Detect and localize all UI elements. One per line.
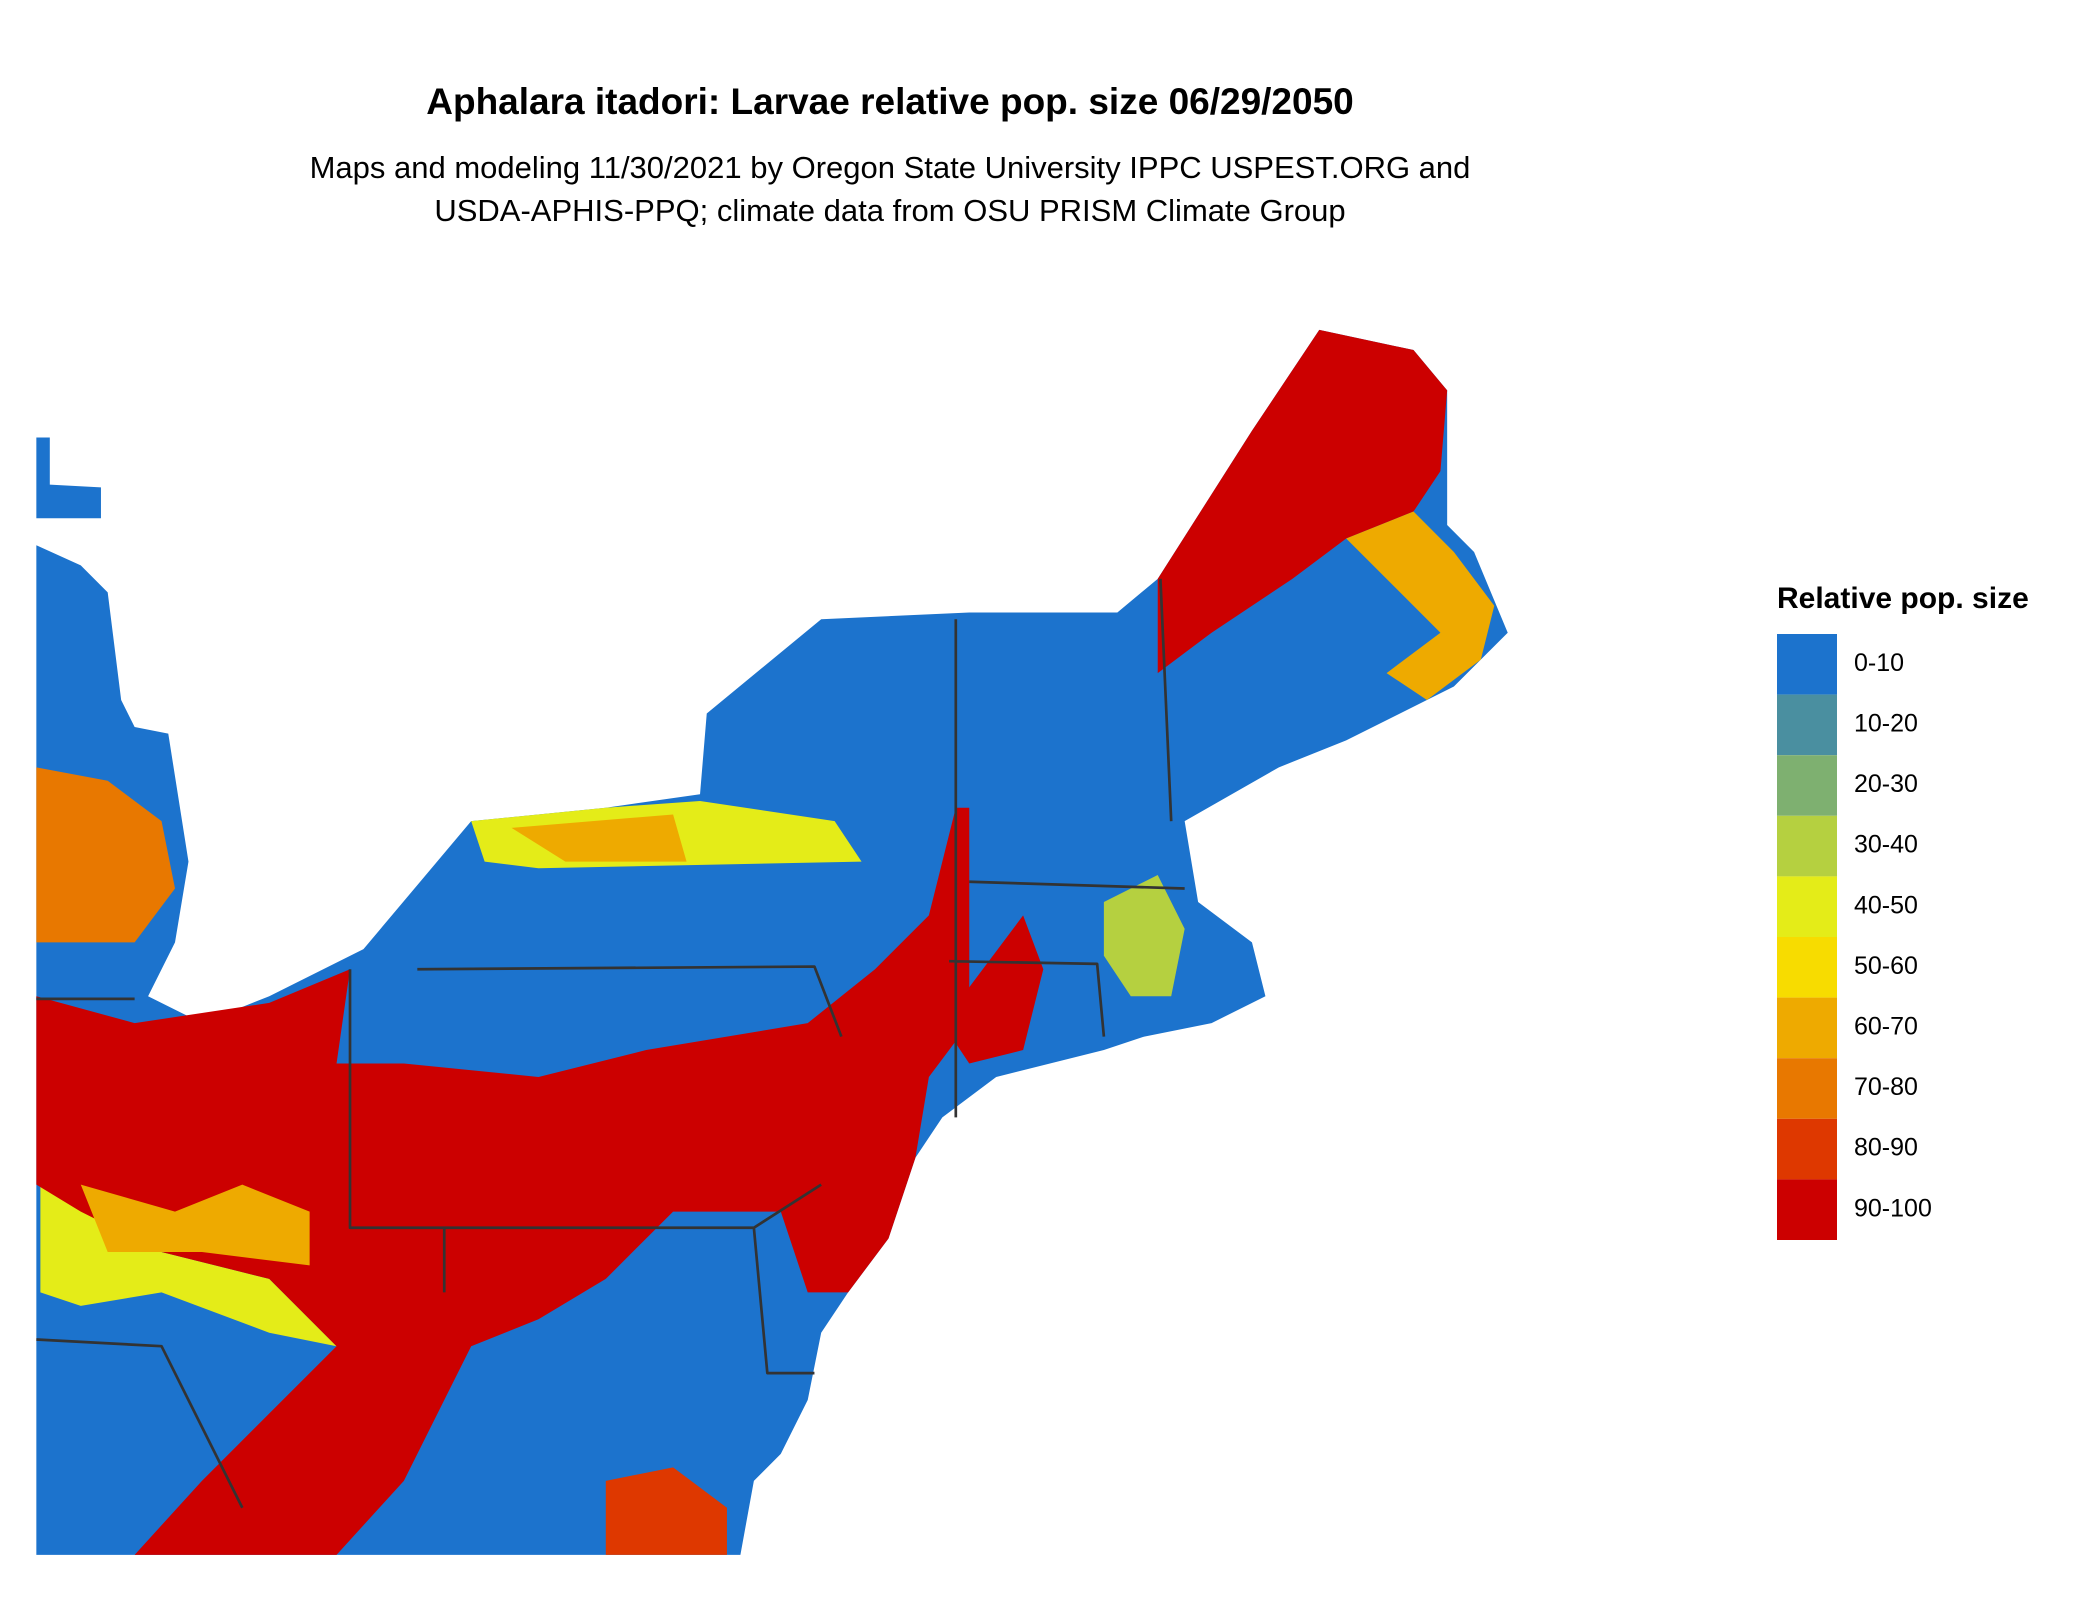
- legend-swatch: [1777, 1179, 1837, 1240]
- legend-label: 70-80: [1854, 1073, 1918, 1101]
- map-subtitle: USDA-APHIS-PPQ; climate data from OSU PR…: [434, 193, 1345, 228]
- legend-label: 90-100: [1854, 1194, 1932, 1222]
- region: [1103, 875, 1185, 997]
- legend-swatch: [1777, 815, 1837, 877]
- legend-label: 0-10: [1854, 649, 1904, 677]
- legend-label: 60-70: [1854, 1013, 1918, 1041]
- region: [1346, 511, 1495, 701]
- legend-label: 50-60: [1854, 952, 1918, 980]
- region: [942, 915, 1044, 1064]
- map-subtitle: Maps and modeling 11/30/2021 by Oregon S…: [310, 150, 1471, 185]
- region: [80, 1184, 310, 1266]
- state-border: [36, 578, 1185, 1509]
- legend-label: 40-50: [1854, 891, 1918, 919]
- legend-swatch: [1777, 876, 1837, 937]
- region: [36, 767, 176, 943]
- legend-label: 30-40: [1854, 831, 1918, 859]
- legend-swatch: [1777, 937, 1837, 998]
- region: [1157, 329, 1448, 674]
- legend-title: Relative pop. size: [1777, 582, 2029, 615]
- map: [36, 329, 1508, 1555]
- region: [605, 1467, 727, 1555]
- legend-swatch: [1777, 755, 1837, 816]
- legend-swatch: [1777, 1058, 1837, 1119]
- legend-label: 80-90: [1854, 1134, 1918, 1162]
- legend-label: 20-30: [1854, 770, 1918, 798]
- region: [36, 437, 101, 519]
- legend-swatch: [1777, 694, 1837, 756]
- map-title: Aphalara itadori: Larvae relative pop. s…: [426, 81, 1354, 122]
- legend: 0-10 10-20 20-30 30-40 40-50 50-60 60-70 70-80 8…: [1777, 634, 1932, 1240]
- legend-label: 10-20: [1854, 710, 1918, 738]
- legend-swatch: [1777, 634, 1837, 695]
- region: [36, 807, 970, 1555]
- region: [40, 1184, 337, 1347]
- legend-swatch: [1777, 997, 1837, 1059]
- legend-swatch: [1777, 1118, 1837, 1180]
- region: [511, 814, 687, 862]
